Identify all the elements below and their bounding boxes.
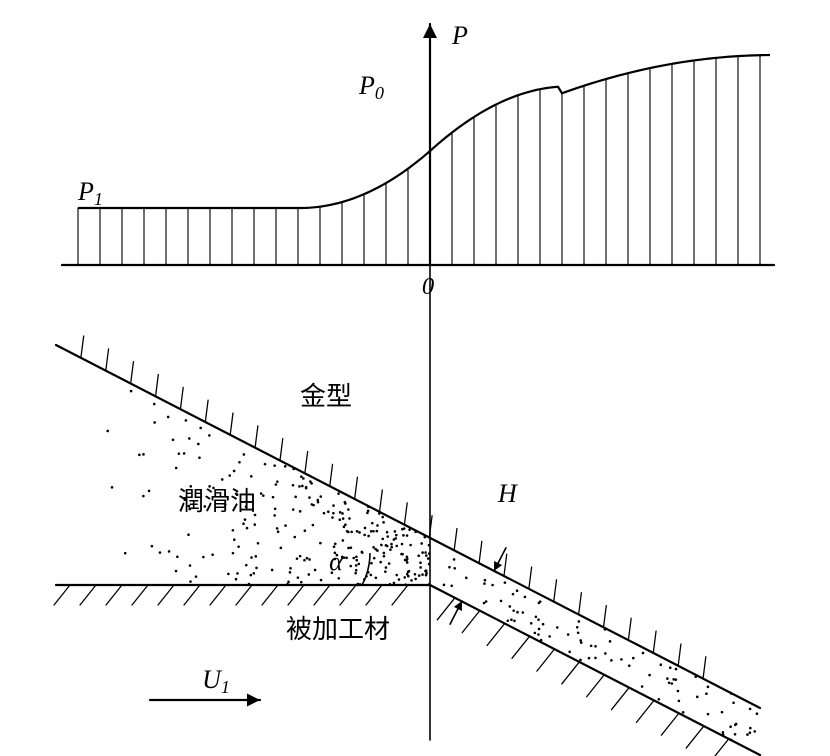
diagram-root: P P0 P1 0 金型潤滑油被加工材 α H U1 <box>0 0 830 756</box>
workpiece-label: 被加工材 <box>286 615 390 644</box>
die-surface <box>56 345 760 708</box>
work-hatch <box>54 585 408 605</box>
lubricant-label: 潤滑油 <box>178 487 256 516</box>
work-hatch-inclined <box>437 598 728 756</box>
origin-label: 0 <box>422 273 435 300</box>
wedge-diagram: 金型潤滑油被加工材 α H U1 <box>54 336 760 756</box>
p0-label: P0 <box>358 71 384 103</box>
pressure-curve <box>78 55 770 208</box>
alpha-label: α <box>329 547 344 576</box>
h-label: H <box>497 479 518 508</box>
p1-label: P1 <box>77 177 103 209</box>
p-axis-label: P <box>451 21 468 50</box>
die-label: 金型 <box>300 382 352 411</box>
die-hatch <box>81 336 706 679</box>
pressure-chart: P P0 P1 0 <box>62 21 774 740</box>
alpha-arc <box>362 553 370 585</box>
u1-label: U1 <box>202 665 230 697</box>
